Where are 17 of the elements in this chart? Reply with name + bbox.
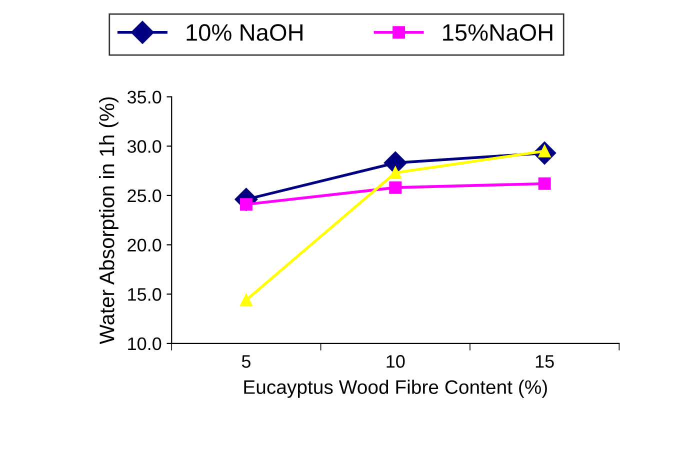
point [538,177,551,190]
y-tick-label: 25.0 [128,189,162,202]
x-tick-label: 5 [242,355,250,368]
point [240,294,252,306]
y-tick-label: 15.0 [128,288,162,301]
y-axis-title: Water Absorption in 1h (%) [99,97,118,344]
legend-label: 15%NaOH [443,24,552,41]
point [389,166,402,180]
y-tick-label: 30.0 [127,140,162,153]
y-tick-label: 35.0 [127,90,162,104]
x-tick-label: 15 [536,355,554,368]
y-tick-label: 10.0 [128,337,162,350]
legend-label: 10% NaOH [186,24,302,41]
x-tick-label: 10 [386,355,405,368]
point [389,181,402,194]
x-axis-title: Eucayptus Wood Fibre Content (%) [244,380,547,398]
y-tick-label: 20.0 [128,238,162,252]
